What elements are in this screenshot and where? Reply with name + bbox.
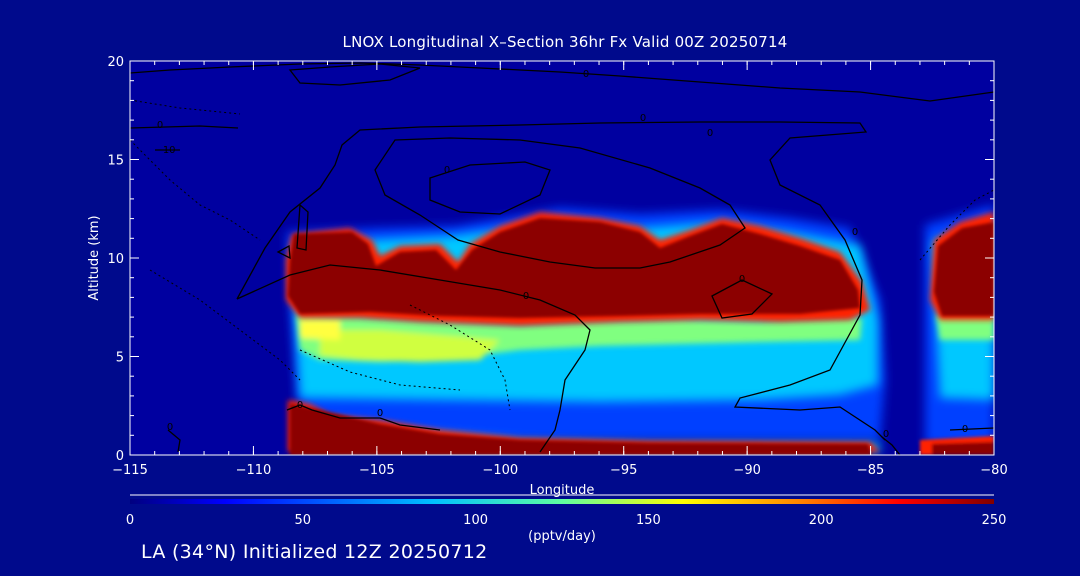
y-tick-label: 15 (107, 154, 124, 169)
contour-small-diamond (711, 279, 774, 319)
contour-surface (167, 404, 441, 453)
field-green (296, 315, 994, 362)
contour-east-surface (881, 427, 994, 455)
contour-mid-west (236, 264, 591, 453)
x-tick-label: −80 (980, 463, 1007, 478)
x-axis (129, 61, 995, 455)
contour-inner-ring (374, 137, 746, 269)
colorbar-ticks: 0 50 100 150 200 250 (126, 513, 1007, 528)
contour-label: 0 (523, 291, 529, 302)
x-tick-label: −95 (610, 463, 637, 478)
contour-cell-top (429, 161, 551, 215)
chart-title: LNOX Longitudinal X–Section 36hr Fx Vali… (342, 33, 788, 51)
contour-upper-long (130, 62, 994, 102)
colorbar-tick-label: 50 (295, 513, 312, 528)
contour-label: 0 (157, 120, 163, 131)
y-tick-label: 5 (116, 351, 124, 366)
colorbar (130, 499, 994, 504)
x-tick-label: −110 (236, 463, 272, 478)
x-tick-labels: −115 −110 −105 −100 −95 −90 −85 −80 (112, 463, 1008, 478)
y-tick-label: 20 (107, 55, 124, 70)
contour-label: 0 (377, 408, 383, 419)
contour-label: 0 (640, 113, 646, 124)
x-tick-label: −105 (359, 463, 395, 478)
contour-label: 0 (167, 422, 173, 433)
y-tick-labels: 0 5 10 15 20 (107, 55, 124, 464)
x-tick-label: −100 (482, 463, 518, 478)
contour-label: 0 (739, 274, 745, 285)
x-axis-label: Longitude (530, 483, 595, 498)
heatmap-field (286, 205, 994, 455)
colorbar-tick-label: 150 (636, 513, 661, 528)
y-axis (130, 60, 994, 456)
contour-anvil (236, 121, 886, 441)
colorbar-tick-label: 0 (126, 513, 134, 528)
contour-label: 0 (962, 424, 968, 435)
contour-label: 0 (444, 165, 450, 176)
initialization-note: LA (34°N) Initialized 12Z 20250712 (141, 541, 488, 563)
contour-label: −10 (154, 145, 175, 156)
y-tick-label: 0 (116, 449, 124, 464)
x-tick-label: −90 (733, 463, 760, 478)
contour-lines (130, 62, 994, 455)
contour-upper-west (130, 125, 239, 151)
colorbar-tick-label: 100 (463, 513, 488, 528)
colorbar-tick-label: 250 (982, 513, 1007, 528)
y-tick-label: 10 (107, 252, 124, 267)
x-tick-label: −115 (112, 463, 148, 478)
contour-label: 0 (883, 429, 889, 440)
contour-dotted (130, 99, 994, 411)
colorbar-label: (pptv/day) (528, 529, 596, 544)
contour-label: 0 (707, 128, 713, 139)
contour-label-group: 0 0 0 0 0 0 0 0 0 0 0 0 0 −10 (154, 69, 968, 440)
contour-top-band (288, 63, 421, 86)
contour-label: 0 (852, 227, 858, 238)
contour-label: 0 (297, 400, 303, 411)
contour-west-cell (276, 203, 309, 260)
x-tick-label: −85 (857, 463, 884, 478)
contour-label: 0 (583, 69, 589, 80)
y-axis-label: Altitude (km) (87, 215, 102, 300)
colorbar-tick-label: 200 (809, 513, 834, 528)
